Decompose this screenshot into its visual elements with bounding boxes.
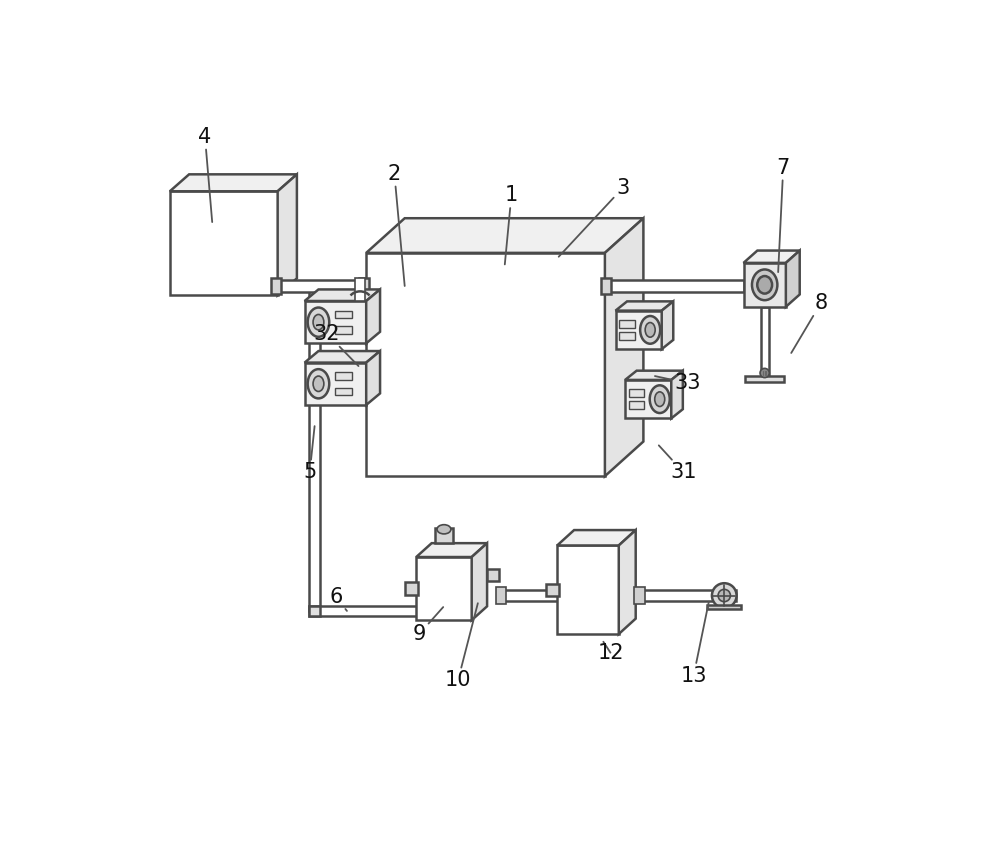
Polygon shape bbox=[605, 218, 643, 476]
Text: 31: 31 bbox=[659, 445, 697, 483]
Bar bbox=[271, 277, 281, 294]
Polygon shape bbox=[671, 371, 683, 419]
Polygon shape bbox=[416, 544, 487, 557]
Polygon shape bbox=[416, 557, 472, 620]
Bar bbox=[305, 363, 366, 405]
Bar bbox=[335, 311, 352, 318]
Text: 1: 1 bbox=[505, 185, 518, 265]
Polygon shape bbox=[366, 253, 605, 476]
Bar bbox=[619, 332, 635, 340]
Bar bbox=[634, 587, 645, 604]
Polygon shape bbox=[662, 301, 673, 349]
Polygon shape bbox=[557, 545, 619, 634]
Ellipse shape bbox=[308, 307, 329, 336]
Bar bbox=[761, 306, 769, 376]
Bar bbox=[496, 587, 506, 604]
Bar bbox=[335, 372, 352, 380]
Bar bbox=[745, 376, 784, 383]
Polygon shape bbox=[625, 380, 671, 419]
Polygon shape bbox=[557, 530, 636, 545]
Text: 3: 3 bbox=[559, 177, 630, 257]
Ellipse shape bbox=[757, 276, 772, 294]
Polygon shape bbox=[744, 251, 800, 263]
Text: 12: 12 bbox=[597, 642, 624, 663]
Ellipse shape bbox=[437, 525, 451, 534]
Bar bbox=[629, 401, 644, 409]
Bar bbox=[309, 289, 320, 611]
Polygon shape bbox=[366, 351, 380, 405]
Text: 9: 9 bbox=[412, 607, 443, 645]
Text: 7: 7 bbox=[777, 158, 790, 272]
Polygon shape bbox=[305, 289, 380, 301]
Ellipse shape bbox=[655, 392, 665, 407]
Bar bbox=[720, 596, 728, 608]
Bar bbox=[358, 277, 369, 294]
Bar bbox=[605, 280, 744, 292]
Ellipse shape bbox=[313, 376, 324, 391]
Bar bbox=[309, 605, 429, 616]
Bar bbox=[629, 389, 644, 397]
Bar bbox=[498, 590, 559, 601]
Text: 32: 32 bbox=[314, 324, 358, 366]
Polygon shape bbox=[305, 351, 380, 363]
Polygon shape bbox=[366, 218, 643, 253]
Text: 6: 6 bbox=[329, 587, 347, 611]
Text: 33: 33 bbox=[655, 373, 701, 393]
Polygon shape bbox=[472, 544, 487, 620]
Ellipse shape bbox=[308, 369, 329, 398]
Bar bbox=[335, 388, 352, 395]
Bar bbox=[707, 604, 741, 609]
Text: 2: 2 bbox=[388, 163, 405, 286]
Bar bbox=[278, 280, 366, 292]
Text: 10: 10 bbox=[445, 603, 478, 691]
Ellipse shape bbox=[640, 316, 660, 344]
Ellipse shape bbox=[313, 314, 324, 330]
Bar bbox=[335, 326, 352, 334]
Polygon shape bbox=[744, 263, 786, 306]
Ellipse shape bbox=[752, 270, 777, 300]
Ellipse shape bbox=[645, 323, 655, 337]
Bar bbox=[435, 528, 453, 544]
Polygon shape bbox=[619, 530, 636, 634]
Bar bbox=[636, 590, 736, 601]
Polygon shape bbox=[616, 301, 673, 311]
Circle shape bbox=[712, 583, 737, 608]
Circle shape bbox=[760, 368, 769, 377]
Polygon shape bbox=[625, 371, 683, 380]
Ellipse shape bbox=[650, 385, 670, 413]
Text: 4: 4 bbox=[198, 127, 212, 222]
Polygon shape bbox=[366, 289, 380, 343]
Circle shape bbox=[718, 590, 730, 602]
Polygon shape bbox=[616, 311, 662, 349]
Polygon shape bbox=[278, 175, 297, 295]
Polygon shape bbox=[170, 175, 297, 191]
Bar bbox=[355, 278, 365, 301]
Bar bbox=[546, 584, 559, 596]
Polygon shape bbox=[786, 251, 800, 306]
Bar bbox=[601, 277, 611, 294]
Bar bbox=[305, 301, 366, 343]
Text: 5: 5 bbox=[303, 426, 316, 483]
Bar bbox=[309, 605, 320, 616]
Bar bbox=[619, 320, 635, 328]
Polygon shape bbox=[170, 191, 278, 295]
Text: 13: 13 bbox=[680, 602, 709, 686]
Bar bbox=[487, 568, 499, 581]
Text: 8: 8 bbox=[791, 293, 827, 353]
Bar bbox=[405, 582, 418, 595]
